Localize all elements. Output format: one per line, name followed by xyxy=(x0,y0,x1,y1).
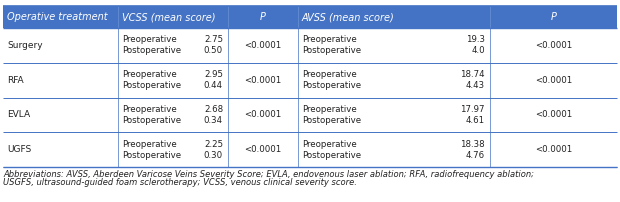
Text: 4.76: 4.76 xyxy=(466,151,485,160)
Text: 18.74: 18.74 xyxy=(461,70,485,79)
Text: Postoperative: Postoperative xyxy=(302,81,361,90)
Text: Postoperative: Postoperative xyxy=(122,116,181,125)
Text: P: P xyxy=(260,12,266,22)
Text: <0.0001: <0.0001 xyxy=(535,76,572,85)
Text: <0.0001: <0.0001 xyxy=(535,110,572,119)
Text: Preoperative: Preoperative xyxy=(302,105,356,114)
Text: 19.3: 19.3 xyxy=(466,35,485,44)
Bar xyxy=(3,28,617,63)
Text: USGFS, ultrasound-guided foam sclerotherapy; VCSS, venous clinical severity scor: USGFS, ultrasound-guided foam sclerother… xyxy=(3,178,357,187)
Text: UGFS: UGFS xyxy=(7,145,31,154)
Text: Postoperative: Postoperative xyxy=(302,116,361,125)
Text: <0.0001: <0.0001 xyxy=(535,41,572,50)
Text: Postoperative: Postoperative xyxy=(302,46,361,55)
Text: 4.61: 4.61 xyxy=(466,116,485,125)
Text: Preoperative: Preoperative xyxy=(122,105,177,114)
Bar xyxy=(3,63,617,98)
Text: <0.0001: <0.0001 xyxy=(244,110,281,119)
Text: 2.95: 2.95 xyxy=(204,70,223,79)
Text: P: P xyxy=(551,12,556,22)
Text: Abbreviations: AVSS, Aberdeen Varicose Veins Severity Score; EVLA, endovenous la: Abbreviations: AVSS, Aberdeen Varicose V… xyxy=(3,170,534,179)
Text: 4.0: 4.0 xyxy=(471,46,485,55)
Text: <0.0001: <0.0001 xyxy=(535,145,572,154)
Text: Postoperative: Postoperative xyxy=(122,46,181,55)
Text: 0.34: 0.34 xyxy=(204,116,223,125)
Text: Preoperative: Preoperative xyxy=(302,140,356,148)
Text: Preoperative: Preoperative xyxy=(122,140,177,148)
Text: Preoperative: Preoperative xyxy=(302,70,356,79)
Bar xyxy=(3,132,617,167)
Text: <0.0001: <0.0001 xyxy=(244,145,281,154)
Text: <0.0001: <0.0001 xyxy=(244,76,281,85)
Text: 0.30: 0.30 xyxy=(204,151,223,160)
Text: Preoperative: Preoperative xyxy=(122,70,177,79)
Text: VCSS (mean score): VCSS (mean score) xyxy=(122,12,216,22)
Text: Postoperative: Postoperative xyxy=(302,151,361,160)
Text: Preoperative: Preoperative xyxy=(302,35,356,44)
Text: 2.75: 2.75 xyxy=(204,35,223,44)
Text: 0.50: 0.50 xyxy=(204,46,223,55)
Text: 17.97: 17.97 xyxy=(461,105,485,114)
Text: 2.25: 2.25 xyxy=(204,140,223,148)
Text: <0.0001: <0.0001 xyxy=(244,41,281,50)
Text: EVLA: EVLA xyxy=(7,110,30,119)
Text: Operative treatment: Operative treatment xyxy=(7,12,108,22)
Text: Surgery: Surgery xyxy=(7,41,43,50)
Text: 0.44: 0.44 xyxy=(204,81,223,90)
Bar xyxy=(3,98,617,132)
Text: Postoperative: Postoperative xyxy=(122,151,181,160)
Text: 18.38: 18.38 xyxy=(461,140,485,148)
Text: 4.43: 4.43 xyxy=(466,81,485,90)
Bar xyxy=(3,6,617,28)
Text: AVSS (mean score): AVSS (mean score) xyxy=(302,12,395,22)
Text: Postoperative: Postoperative xyxy=(122,81,181,90)
Text: RFA: RFA xyxy=(7,76,24,85)
Text: 2.68: 2.68 xyxy=(204,105,223,114)
Text: Preoperative: Preoperative xyxy=(122,35,177,44)
